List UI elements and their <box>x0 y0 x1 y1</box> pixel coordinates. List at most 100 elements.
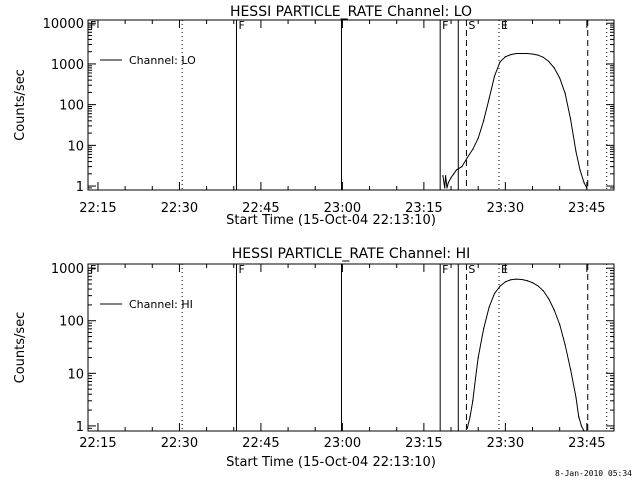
data-point <box>531 53 534 55</box>
data-point <box>553 67 555 69</box>
event-marker-label: F <box>90 19 96 32</box>
event-marker-label: F <box>238 19 244 32</box>
x-tick-label: 23:45 <box>568 436 605 451</box>
x-tick-label: 23:30 <box>487 436 524 451</box>
data-point <box>526 280 528 282</box>
x-tick-label: 22:30 <box>161 436 198 451</box>
data-point <box>499 61 501 63</box>
y-tick-label: 10000 <box>43 17 84 32</box>
data-point <box>442 175 444 177</box>
event-marker-label: F <box>442 263 448 276</box>
data-point <box>466 157 468 159</box>
data-point <box>493 75 496 77</box>
data-point <box>542 290 544 292</box>
x-axis-label: Start Time (15-Oct-04 22:13:10) <box>226 213 436 228</box>
y-tick-label: 100 <box>59 315 84 330</box>
data-point <box>510 53 512 56</box>
plot-frame <box>87 19 615 191</box>
y-tick-label: 100 <box>59 99 84 114</box>
x-tick-label: 22:45 <box>242 436 279 451</box>
chart-title: HESSI PARTICLE_RATE Channel: HI <box>232 246 470 262</box>
data-point <box>446 187 448 189</box>
data-point <box>580 425 583 427</box>
event-marker-label: F <box>90 263 96 276</box>
data-point <box>453 173 455 175</box>
data-point <box>537 54 539 56</box>
x-tick-label: 23:00 <box>324 201 361 216</box>
y-tick-label: 1000 <box>51 58 84 73</box>
y-tick-label: 1 <box>76 420 84 435</box>
data-point <box>455 169 458 171</box>
data-point <box>542 56 544 58</box>
data-point <box>575 396 577 398</box>
x-tick-label: 22:45 <box>242 201 279 216</box>
event-marker-label: S <box>468 263 475 276</box>
data-point <box>515 52 517 55</box>
legend-label: Channel: HI <box>129 298 193 311</box>
data-point <box>477 356 479 359</box>
y-tick-label: 10 <box>67 367 84 382</box>
data-point <box>548 60 550 63</box>
x-tick-label: 22:15 <box>79 201 116 216</box>
data-point <box>569 118 572 120</box>
y-tick-label: 1000 <box>51 262 84 277</box>
data-point <box>499 285 501 287</box>
x-tick-label: 23:45 <box>568 201 605 216</box>
data-point <box>579 169 581 171</box>
event-marker-label: F <box>238 263 244 276</box>
x-tick-label: 23:30 <box>487 201 524 216</box>
data-point <box>472 400 474 402</box>
data-point <box>447 182 449 184</box>
y-axis-label: Counts/sec <box>13 69 28 141</box>
legend-label: Channel: LO <box>129 54 196 67</box>
data-point <box>477 137 479 139</box>
data-point <box>510 279 512 281</box>
data-point <box>488 98 490 100</box>
data-point <box>466 427 468 429</box>
x-axis-label: Start Time (15-Oct-04 22:13:10) <box>226 455 436 470</box>
data-point <box>444 187 446 189</box>
event-marker-label: F <box>442 19 448 32</box>
data-point <box>583 430 585 432</box>
event-marker-label: S <box>468 19 475 32</box>
data-point <box>521 52 523 55</box>
x-tick-label: 23:15 <box>405 436 442 451</box>
data-point <box>526 52 528 55</box>
series-line <box>442 53 588 189</box>
data-point <box>461 166 463 168</box>
y-tick-label: 10 <box>67 139 84 154</box>
data-point <box>474 377 477 380</box>
data-point <box>472 148 474 150</box>
y-axis-label: Counts/sec <box>13 312 28 384</box>
x-tick-label: 22:30 <box>161 201 198 216</box>
event-marker-label: E <box>501 19 508 32</box>
x-tick-label: 22:15 <box>79 436 116 451</box>
data-point <box>564 92 566 94</box>
data-point <box>575 151 577 153</box>
data-point <box>559 77 561 79</box>
event-marker-label: E <box>501 263 508 276</box>
data-point <box>483 120 485 122</box>
data-point <box>483 328 485 330</box>
y-tick-label: 1 <box>76 180 84 195</box>
x-tick-label: 23:15 <box>405 201 442 216</box>
data-point <box>504 281 506 283</box>
data-point <box>469 416 471 418</box>
data-point <box>569 368 572 370</box>
data-point <box>578 416 580 418</box>
data-point <box>531 282 534 284</box>
data-point <box>559 323 561 326</box>
data-point <box>445 175 447 177</box>
data-point <box>450 177 452 179</box>
panel-2: HESSI PARTICLE_RATE Channel: HI 1 10 100 100… <box>13 246 615 470</box>
data-point <box>521 278 523 281</box>
plot-frame <box>87 263 615 432</box>
data-point <box>515 278 517 280</box>
data-point <box>586 187 588 189</box>
series-line <box>466 278 585 432</box>
data-point <box>564 344 566 346</box>
data-point <box>493 292 496 295</box>
data-point <box>548 298 550 300</box>
panel-1: HESSI PARTICLE_RATE Channel: LO 1 10 100 100… <box>13 4 615 228</box>
